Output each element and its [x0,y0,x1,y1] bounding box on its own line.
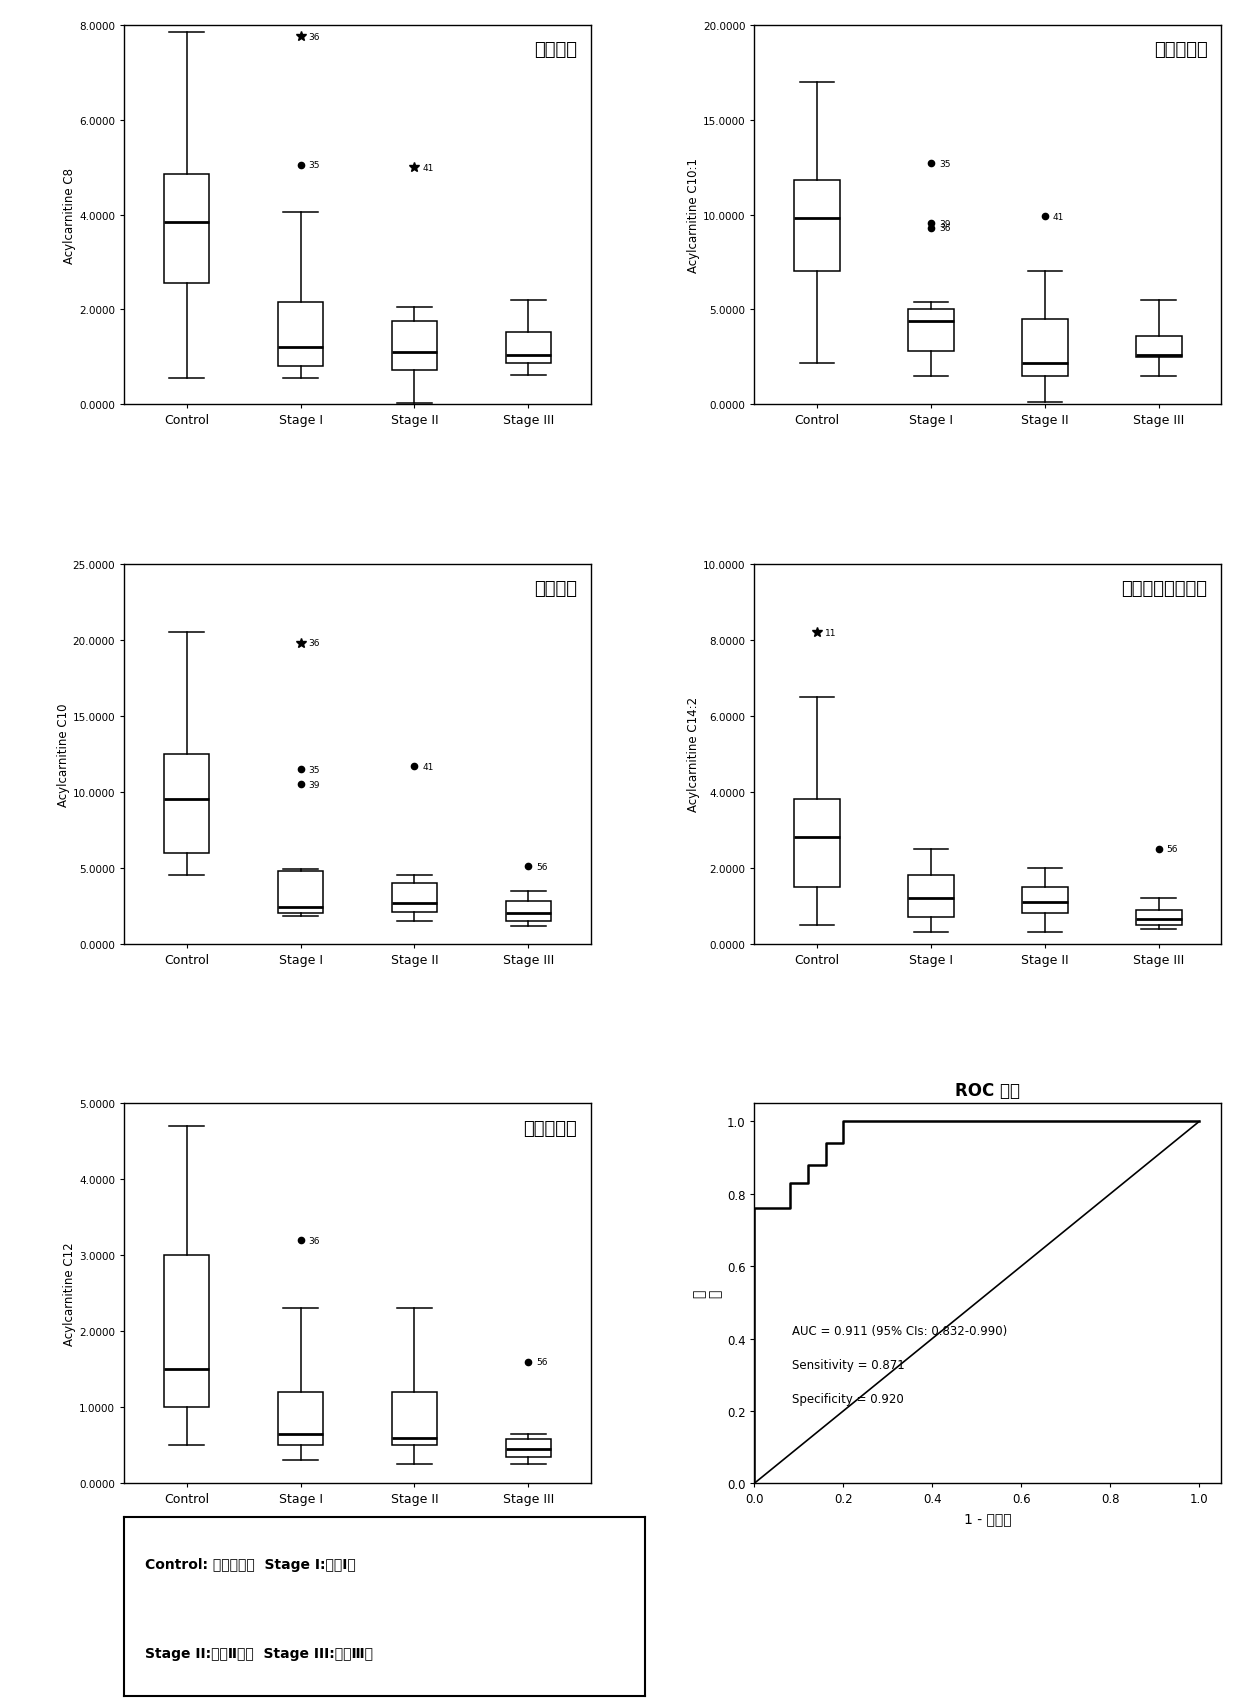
Bar [164,176,210,285]
Text: 56: 56 [537,863,548,871]
Text: 41: 41 [423,762,434,771]
Text: Stage II:肺癌Ⅱ期，  Stage III:肺癌Ⅲ期: Stage II:肺癌Ⅱ期， Stage III:肺癌Ⅲ期 [145,1647,373,1661]
Bar [908,876,954,917]
Bar [164,1255,210,1407]
Text: 35: 35 [939,160,950,169]
Text: Sensitivity = 0.871: Sensitivity = 0.871 [792,1359,904,1371]
Text: 肉豆蕌双烯酰肉碱: 肉豆蕌双烯酰肉碱 [1121,580,1208,598]
Bar [278,871,324,914]
X-axis label: 1 - 特异性: 1 - 特异性 [963,1511,1012,1524]
Text: Control: 健康对照，  Stage I:肺癌Ⅰ期: Control: 健康对照， Stage I:肺癌Ⅰ期 [145,1557,356,1570]
Bar [506,332,551,363]
Text: 39: 39 [939,220,950,228]
Bar [1136,338,1182,358]
Bar [278,1393,324,1446]
Bar [1022,321,1068,377]
Y-axis label: Acylcarnitine C10: Acylcarnitine C10 [57,702,69,806]
Text: AUC = 0.911 (95% CIs: 0.832-0.990): AUC = 0.911 (95% CIs: 0.832-0.990) [792,1323,1007,1337]
Text: 56: 56 [1167,846,1178,854]
Bar [392,1393,438,1446]
Y-axis label: Acylcarnitine C14:2: Acylcarnitine C14:2 [687,697,701,812]
Y-axis label: 敏
度: 敏 度 [692,1289,723,1298]
Bar [1022,887,1068,914]
Bar [278,303,324,367]
Bar [1136,910,1182,926]
Bar [506,902,551,921]
Bar [164,754,210,852]
Bar [506,1439,551,1456]
Text: 41: 41 [1053,213,1064,222]
Text: 11: 11 [825,629,837,638]
Text: 癸烯酰肉碱: 癸烯酰肉碱 [1153,41,1208,58]
Text: 月桂酰肉碱: 月桂酰肉碱 [523,1118,577,1137]
Text: 36: 36 [309,32,320,43]
Bar [908,310,954,351]
Text: 36: 36 [309,639,320,648]
Title: ROC 曲线: ROC 曲线 [955,1081,1021,1100]
Text: Specificity = 0.920: Specificity = 0.920 [792,1393,904,1405]
Text: 癸酰肉碱: 癸酰肉碱 [534,580,577,598]
Bar [795,800,839,887]
Text: 36: 36 [309,1236,320,1245]
Y-axis label: Acylcarnitine C8: Acylcarnitine C8 [63,167,76,263]
Text: 41: 41 [423,164,434,172]
Text: 35: 35 [309,160,320,171]
Y-axis label: Acylcarnitine C10:1: Acylcarnitine C10:1 [687,159,701,273]
Bar [392,883,438,912]
Text: 36: 36 [939,223,950,234]
Bar [392,322,438,372]
Text: 35: 35 [309,766,320,774]
Bar [795,181,839,273]
Text: 辛酰肉碱: 辛酰肉碱 [534,41,577,58]
Y-axis label: Acylcarnitine C12: Acylcarnitine C12 [63,1241,76,1345]
Text: 39: 39 [309,781,320,789]
Text: 56: 56 [537,1357,548,1366]
